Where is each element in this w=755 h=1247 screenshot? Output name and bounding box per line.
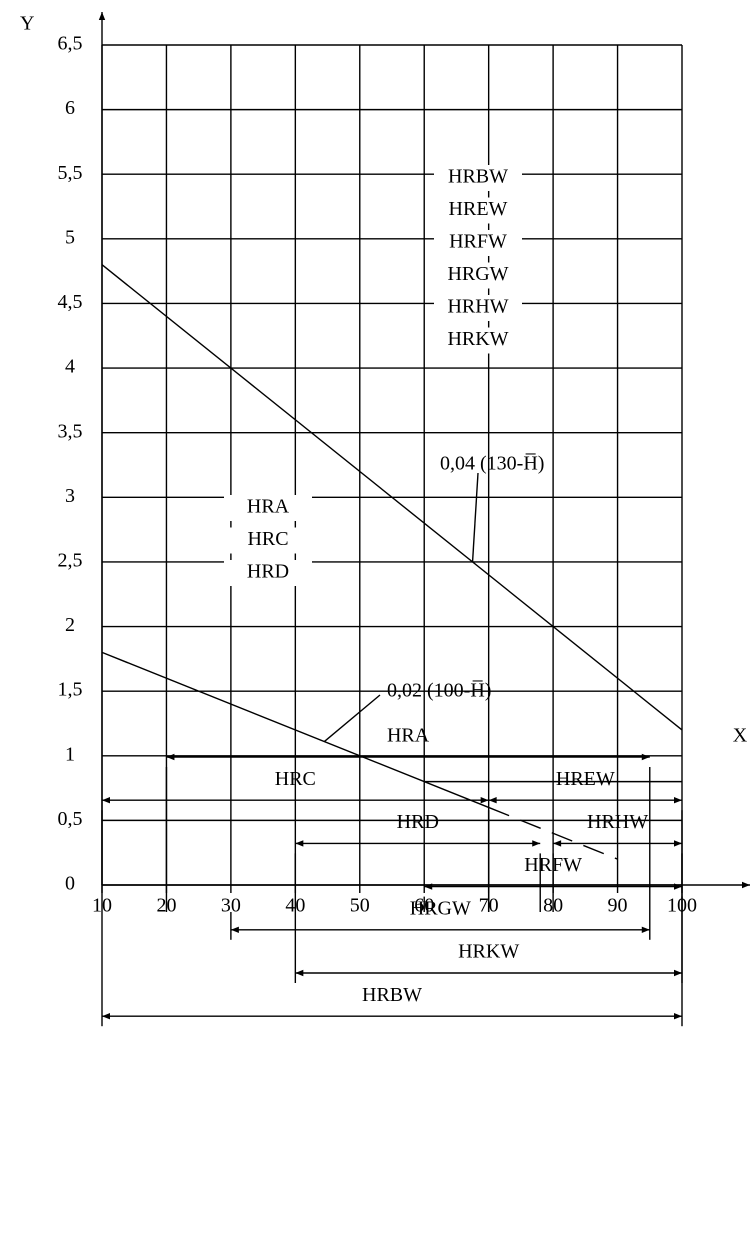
line-series bbox=[101, 651, 489, 809]
x-tick-label: 30 bbox=[221, 895, 241, 917]
x-axis-label: X bbox=[733, 725, 748, 747]
line-series bbox=[101, 264, 683, 731]
label-bg bbox=[224, 495, 312, 521]
y-tick-label: 6,5 bbox=[58, 33, 83, 55]
y-tick-label: 5 bbox=[65, 226, 75, 248]
series-label: 0,02 (100-H̅) bbox=[387, 680, 491, 702]
group-label: HRGW bbox=[447, 263, 508, 285]
range-label: HRGW bbox=[410, 897, 471, 919]
range-label: HRD bbox=[397, 811, 439, 833]
y-tick-label: 5,5 bbox=[58, 162, 83, 184]
group-label: HRBW bbox=[448, 166, 508, 188]
y-tick-label: 3,5 bbox=[58, 420, 83, 442]
y-tick-label: 1 bbox=[65, 743, 75, 765]
range-label: HRC bbox=[275, 768, 316, 790]
range-label: HRA bbox=[387, 725, 430, 747]
range-label: HREW bbox=[556, 768, 615, 790]
label-bg bbox=[224, 527, 312, 554]
group-label: HRC bbox=[247, 528, 288, 550]
y-tick-label: 3 bbox=[65, 485, 75, 507]
group-label: HRHW bbox=[447, 296, 508, 318]
y-tick-label: 1,5 bbox=[58, 679, 83, 701]
label-bg bbox=[224, 560, 312, 586]
label-leader bbox=[323, 694, 381, 743]
y-tick-label: 0,5 bbox=[58, 808, 83, 830]
group-label: HRKW bbox=[447, 328, 508, 350]
label-bg bbox=[434, 295, 522, 321]
series-label: 0,04 (130-H̅) bbox=[440, 453, 544, 475]
label-bg bbox=[434, 230, 522, 256]
y-tick-label: 2,5 bbox=[58, 550, 83, 572]
line-series bbox=[488, 806, 618, 860]
y-tick-label: 2 bbox=[65, 614, 75, 636]
x-tick-label: 50 bbox=[350, 895, 370, 917]
label-leader bbox=[471, 472, 479, 562]
range-label: HRHW bbox=[587, 811, 648, 833]
group-label: HREW bbox=[449, 198, 508, 220]
y-axis-label: Y bbox=[20, 13, 34, 35]
y-tick-label: 4,5 bbox=[58, 291, 83, 313]
x-tick-label: 90 bbox=[608, 895, 628, 917]
label-bg bbox=[434, 197, 522, 224]
label-bg bbox=[434, 327, 522, 354]
range-label: HRFW bbox=[524, 854, 582, 876]
group-label: HRD bbox=[247, 561, 289, 583]
label-bg bbox=[434, 165, 522, 191]
y-tick-label: 0 bbox=[65, 873, 75, 895]
group-label: HRFW bbox=[449, 231, 507, 253]
range-label: HRKW bbox=[458, 941, 519, 963]
group-label: HRA bbox=[247, 496, 290, 518]
label-bg bbox=[434, 262, 522, 289]
y-tick-label: 6 bbox=[65, 97, 75, 119]
y-tick-label: 4 bbox=[65, 356, 75, 378]
range-label: HRBW bbox=[362, 984, 422, 1006]
